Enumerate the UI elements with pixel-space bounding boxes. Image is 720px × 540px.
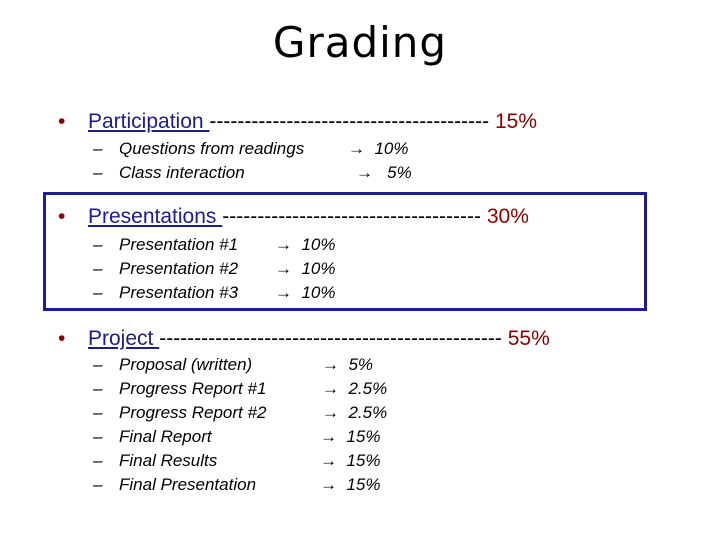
section-heading: Project <box>88 327 160 350</box>
list-item: – Presentation #2 <box>93 259 238 279</box>
arrow-icon: → <box>322 379 339 398</box>
item-value-row: → 10% <box>275 283 335 303</box>
dash-bullet: – <box>93 235 103 254</box>
item-label: Progress Report #2 <box>119 403 267 422</box>
dash-bullet: – <box>93 475 103 494</box>
item-value-row: → 5% <box>322 355 373 375</box>
bullet-icon: • <box>58 205 66 228</box>
list-item: – Questions from readings <box>93 139 304 159</box>
arrow-icon: → <box>356 163 373 182</box>
item-value: 10% <box>301 259 336 278</box>
item-label: Questions from readings <box>119 139 305 158</box>
list-item: – Class interaction <box>93 163 245 183</box>
dash-bullet: – <box>93 139 103 158</box>
list-item: – Progress Report #1 <box>93 379 266 399</box>
arrow-icon: → <box>320 427 337 446</box>
item-value: 10% <box>374 139 409 158</box>
item-value-row: → 10% <box>275 235 335 255</box>
list-item: – Final Presentation <box>93 475 256 495</box>
dash-bullet: – <box>93 259 103 278</box>
dash-bullet: – <box>93 163 103 182</box>
bullet-icon: • <box>58 327 66 350</box>
dash-bullet: – <box>93 283 103 302</box>
section-project: • Project -------------------------------… <box>58 327 550 351</box>
item-value-row: → 15% <box>320 475 380 495</box>
section-percent: 30% <box>486 205 529 228</box>
dash-bullet: – <box>93 403 103 422</box>
item-value: 5% <box>348 355 374 374</box>
section-presentations: • Presentations -------------------------… <box>58 205 529 229</box>
dash-leader: ----------------------------------------… <box>159 327 502 350</box>
section-heading: Participation <box>88 110 210 133</box>
page-title: Grading <box>272 18 448 67</box>
arrow-icon: → <box>322 355 339 374</box>
item-value: 15% <box>346 451 381 470</box>
section-percent: 15% <box>494 110 538 133</box>
item-value: 5% <box>387 163 412 182</box>
item-value-row: → 10% <box>275 259 335 279</box>
arrow-icon: → <box>322 403 339 422</box>
dash-bullet: – <box>93 451 103 470</box>
dash-bullet: – <box>93 379 103 398</box>
item-label: Presentation #1 <box>119 235 239 254</box>
section-participation: • Participation -------------------------… <box>58 110 537 134</box>
presentations-highlight-box <box>43 192 647 311</box>
item-value-row: → 15% <box>320 427 380 447</box>
bullet-icon: • <box>58 110 66 133</box>
item-value: 10% <box>301 235 336 254</box>
item-label: Proposal (written) <box>119 355 253 374</box>
item-value: 15% <box>346 475 381 494</box>
arrow-icon: → <box>275 259 292 278</box>
item-value-row: → 5% <box>356 163 412 183</box>
arrow-icon: → <box>275 283 292 302</box>
item-label: Presentation #3 <box>119 283 239 302</box>
arrow-icon: → <box>320 475 337 494</box>
item-value-row: → 10% <box>348 139 408 159</box>
item-value: 10% <box>301 283 336 302</box>
item-value: 15% <box>346 427 381 446</box>
list-item: – Final Results <box>93 451 217 471</box>
list-item: – Presentation #1 <box>93 235 238 255</box>
item-value-row: → 2.5% <box>322 403 387 423</box>
item-value-row: → 15% <box>320 451 380 471</box>
item-value: 2.5% <box>348 379 388 398</box>
item-value-row: → 2.5% <box>322 379 387 399</box>
section-percent: 55% <box>507 327 550 350</box>
list-item: – Final Report <box>93 427 212 447</box>
arrow-icon: → <box>348 139 365 158</box>
arrow-icon: → <box>320 451 337 470</box>
section-heading: Presentations <box>88 205 223 228</box>
dash-leader: ------------------------------------- <box>222 205 481 228</box>
item-label: Presentation #2 <box>119 259 239 278</box>
item-label: Final Presentation <box>119 475 257 494</box>
list-item: – Proposal (written) <box>93 355 252 375</box>
item-label: Class interaction <box>119 163 245 182</box>
item-label: Progress Report #1 <box>119 379 267 398</box>
item-label: Final Results <box>119 451 218 470</box>
arrow-icon: → <box>275 235 292 254</box>
dash-bullet: – <box>93 427 103 446</box>
list-item: – Progress Report #2 <box>93 403 266 423</box>
item-label: Final Report <box>119 427 212 446</box>
dash-leader: ---------------------------------------- <box>209 110 490 133</box>
dash-bullet: – <box>93 355 103 374</box>
list-item: – Presentation #3 <box>93 283 238 303</box>
item-value: 2.5% <box>348 403 388 422</box>
